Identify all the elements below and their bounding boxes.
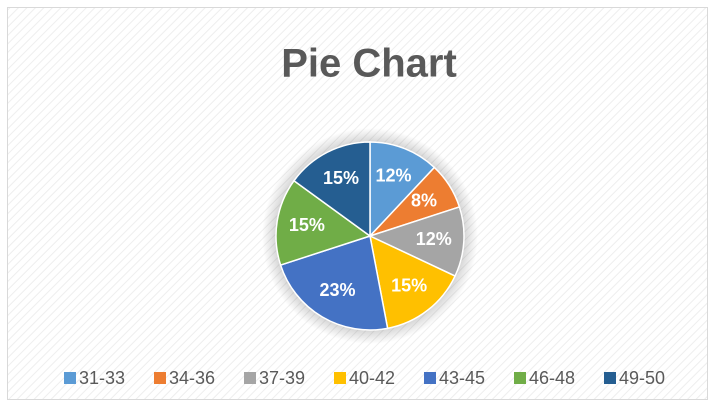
legend-label: 34-36 — [169, 368, 215, 388]
pie-slice — [292, 141, 371, 238]
legend-label: 43-45 — [439, 368, 485, 388]
data-label: 15% — [289, 215, 325, 235]
pie-slice — [367, 206, 465, 278]
data-label: 23% — [319, 280, 355, 300]
pie-slice — [279, 235, 389, 331]
data-label: 15% — [323, 168, 359, 188]
legend-swatch — [154, 372, 166, 384]
legend-swatch — [604, 372, 616, 384]
legend-swatch — [424, 372, 436, 384]
chart-title: Pie Chart — [281, 42, 457, 86]
data-label: 12% — [376, 165, 412, 185]
pie-slice — [275, 179, 372, 266]
legend-label: 40-42 — [349, 368, 395, 388]
legend-swatch — [514, 372, 526, 384]
data-label: 15% — [391, 275, 427, 295]
pie-slice — [369, 141, 436, 238]
legend-label: 49-50 — [619, 368, 665, 388]
data-label: 12% — [416, 229, 452, 249]
legend-swatch — [244, 372, 256, 384]
legend-label: 37-39 — [259, 368, 305, 388]
legend-label: 31-33 — [79, 368, 125, 388]
pie-slice — [368, 234, 457, 330]
legend-swatch — [64, 372, 76, 384]
legend-swatch — [334, 372, 346, 384]
data-label: 8% — [411, 190, 437, 210]
legend-label: 46-48 — [529, 368, 575, 388]
